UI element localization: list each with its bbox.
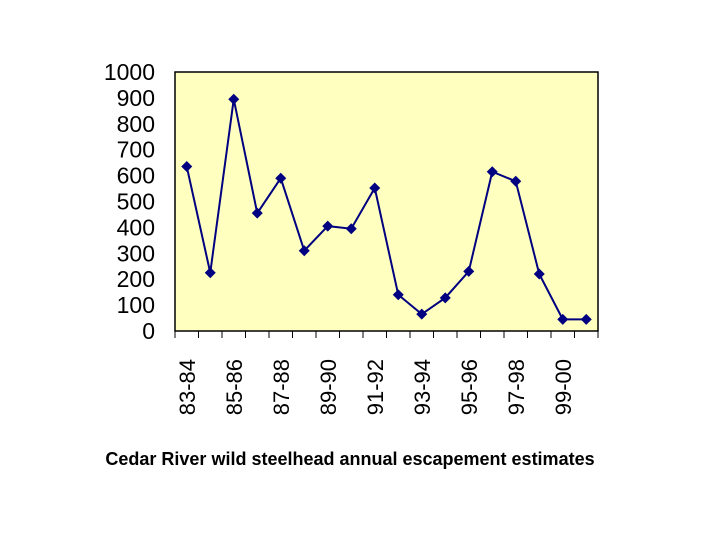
y-tick-label: 200 bbox=[117, 266, 155, 292]
y-tick-label: 400 bbox=[117, 214, 155, 240]
data-point-marker bbox=[463, 265, 475, 277]
data-point-marker bbox=[392, 289, 404, 301]
data-point-marker bbox=[204, 267, 216, 279]
data-point-marker bbox=[439, 292, 451, 304]
data-point-marker bbox=[345, 223, 357, 235]
x-tick-label: 97-98 bbox=[504, 359, 529, 415]
data-point-marker bbox=[533, 268, 545, 280]
y-tick-label: 800 bbox=[117, 111, 155, 137]
y-tick-label: 700 bbox=[117, 137, 155, 163]
data-point-marker bbox=[510, 175, 522, 187]
y-tick-label: 500 bbox=[117, 189, 155, 215]
x-tick-label: 93-94 bbox=[410, 359, 435, 415]
data-point-marker bbox=[322, 220, 334, 232]
data-point-marker bbox=[557, 313, 569, 325]
data-point-marker bbox=[416, 308, 428, 320]
x-tick-label: 91-92 bbox=[363, 359, 388, 415]
x-tick-label: 99-00 bbox=[551, 359, 576, 415]
y-tick-label: 600 bbox=[117, 163, 155, 189]
x-tick-label: 89-90 bbox=[316, 359, 341, 415]
data-point-marker bbox=[369, 182, 381, 194]
chart-caption: Cedar River wild steelhead annual escape… bbox=[105, 449, 595, 469]
data-points bbox=[181, 93, 592, 325]
data-point-marker bbox=[580, 313, 592, 325]
data-point-marker bbox=[275, 172, 287, 184]
plot-area bbox=[174, 71, 599, 332]
data-point-marker bbox=[486, 166, 498, 178]
y-tick-label: 0 bbox=[142, 318, 155, 344]
series-line bbox=[185, 98, 587, 321]
data-point-marker bbox=[251, 207, 263, 219]
x-axis: 83-84 85-86 87-88 89-90 91-92 93-94 95-96 97-98… bbox=[174, 331, 599, 415]
y-tick-label: 300 bbox=[117, 240, 155, 266]
y-tick-label: 900 bbox=[117, 85, 155, 111]
data-point-marker bbox=[228, 93, 240, 105]
x-tick-label: 85-86 bbox=[222, 359, 247, 415]
data-point-marker bbox=[181, 161, 193, 173]
x-tick-label: 95-96 bbox=[457, 359, 482, 415]
data-point-marker bbox=[298, 245, 310, 257]
y-tick-label: 100 bbox=[117, 292, 155, 318]
x-tick-label: 87-88 bbox=[269, 359, 294, 415]
y-tick-label: 1000 bbox=[104, 59, 155, 85]
x-tick-label: 83-84 bbox=[175, 359, 200, 415]
